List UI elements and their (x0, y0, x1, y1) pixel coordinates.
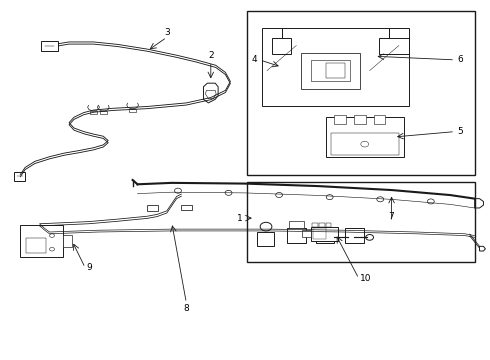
Bar (302, 230, 311, 237)
Bar (181, 205, 192, 211)
Text: 7: 7 (389, 212, 394, 221)
Bar (301, 53, 360, 89)
Bar (331, 134, 399, 155)
Bar (311, 60, 350, 81)
Bar (41, 41, 58, 50)
Bar (147, 206, 158, 211)
Text: 2: 2 (208, 51, 214, 60)
Bar (334, 116, 346, 125)
Bar (14, 172, 25, 181)
Bar (354, 116, 366, 125)
Bar (319, 223, 325, 227)
Bar (247, 182, 475, 262)
Bar (63, 235, 72, 247)
Bar (20, 225, 63, 257)
Bar (100, 111, 107, 114)
Bar (129, 109, 136, 112)
Bar (345, 228, 364, 243)
Bar (289, 221, 304, 228)
Bar (373, 116, 385, 125)
Bar (311, 226, 338, 241)
Text: 5: 5 (458, 127, 464, 136)
Bar (316, 228, 334, 243)
Bar (312, 223, 318, 227)
Bar (326, 223, 331, 227)
Bar (287, 228, 306, 243)
Bar (326, 117, 404, 157)
Text: 3: 3 (164, 28, 170, 37)
Bar (314, 228, 326, 239)
Text: 4: 4 (251, 55, 257, 64)
Text: 9: 9 (86, 264, 92, 273)
Text: 1: 1 (237, 213, 243, 222)
Bar (257, 232, 274, 246)
Bar (326, 63, 345, 78)
Bar (90, 111, 97, 114)
Text: 6: 6 (458, 55, 464, 64)
Bar (26, 238, 46, 253)
Text: 10: 10 (360, 274, 371, 283)
Text: 8: 8 (183, 304, 189, 313)
Bar (247, 12, 475, 175)
